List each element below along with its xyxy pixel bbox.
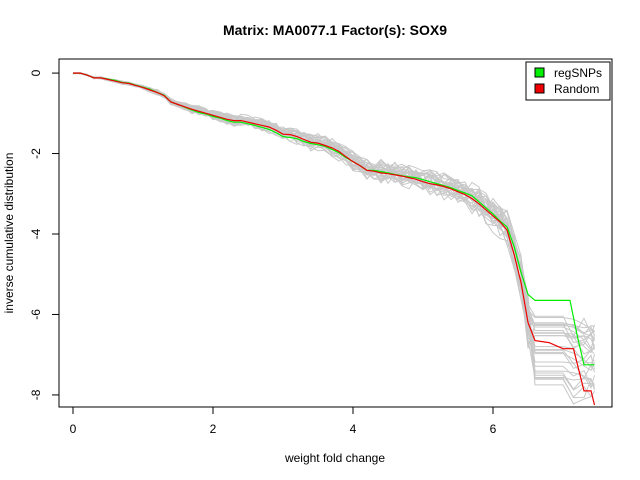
background-series-line <box>72 72 595 360</box>
background-series-line <box>72 71 595 399</box>
x-axis-label: weight fold change <box>284 451 385 465</box>
y-tick-label: -8 <box>29 389 43 400</box>
series-line-regsnps <box>73 72 595 366</box>
legend-label-regsnps: regSNPs <box>554 66 602 80</box>
background-series-line <box>72 72 595 364</box>
background-series-line <box>72 72 595 368</box>
background-series-line <box>72 71 595 352</box>
background-series-line <box>72 72 595 335</box>
background-series-line <box>72 71 595 334</box>
background-series-line <box>72 72 595 390</box>
series-lines <box>73 72 596 406</box>
y-tick-label: -2 <box>29 148 43 159</box>
y-tick-label: 0 <box>29 69 43 76</box>
x-axis: 0 2 4 6 <box>70 406 497 436</box>
y-axis-label: inverse cumulative distribution <box>2 153 16 314</box>
x-tick-label: 6 <box>490 422 497 436</box>
y-axis: 0 -2 -4 -6 -8 <box>29 69 60 400</box>
background-series-line <box>72 72 595 399</box>
legend-swatch-regsnps <box>534 67 545 78</box>
background-series-line <box>72 72 595 391</box>
background-series-line <box>72 72 595 350</box>
plot-frame <box>58 58 613 408</box>
background-series-line <box>72 72 595 349</box>
background-series-line <box>72 72 595 370</box>
background-simulations <box>72 71 595 405</box>
x-tick-label: 4 <box>350 422 357 436</box>
background-series-line <box>72 72 595 341</box>
background-series-line <box>72 72 595 391</box>
background-series-line <box>72 72 595 380</box>
legend-label-random: Random <box>554 82 599 96</box>
background-series-line <box>72 71 595 372</box>
background-series-line <box>72 72 595 338</box>
y-tick-label: -4 <box>29 228 43 239</box>
legend-swatch-random <box>534 83 545 94</box>
background-series-line <box>72 72 595 387</box>
legend: regSNPs Random <box>525 61 611 101</box>
background-series-line <box>72 72 595 337</box>
background-series-line <box>72 72 595 386</box>
background-series-line <box>73 73 595 336</box>
background-series-line <box>72 72 595 354</box>
y-tick-label: -6 <box>29 309 43 320</box>
x-tick-label: 0 <box>70 422 77 436</box>
x-tick-label: 2 <box>210 422 217 436</box>
background-series-line <box>72 72 595 355</box>
background-series-line <box>72 72 595 333</box>
chart-title: Matrix: MA0077.1 Factor(s): SOX9 <box>223 22 447 38</box>
background-series-line <box>72 71 595 349</box>
series-line-random <box>73 72 596 406</box>
legend-box <box>525 61 611 101</box>
background-series-line <box>72 72 595 350</box>
